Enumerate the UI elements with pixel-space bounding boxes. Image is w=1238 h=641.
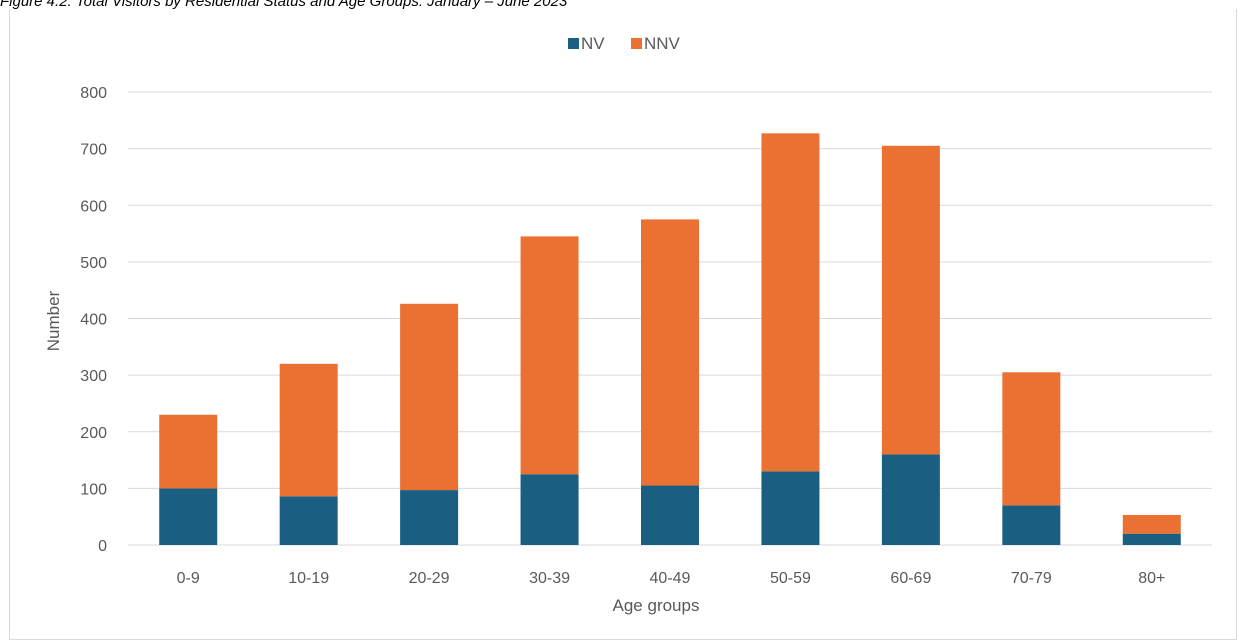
bar-nv-20-29 bbox=[400, 490, 459, 545]
y-tick-label: 700 bbox=[80, 142, 107, 159]
x-tick-labels: 0-9 10-19 20-29 30-39 40-49 50-59 60-69 70-79 80… bbox=[177, 570, 1166, 587]
legend: NV NNV bbox=[568, 34, 681, 53]
bar-nnv-70-79 bbox=[1002, 372, 1061, 506]
x-tick-label: 80+ bbox=[1138, 570, 1165, 587]
bar-nnv-50-59 bbox=[761, 133, 820, 472]
bar-nnv-0-9 bbox=[159, 414, 218, 489]
y-tick-labels: 0 100 200 300 400 500 600 700 800 bbox=[80, 85, 107, 555]
bar-nv-70-79 bbox=[1002, 505, 1061, 545]
bar-nnv-10-19 bbox=[279, 363, 338, 497]
bar-nv-50-59 bbox=[761, 471, 820, 545]
y-axis-title: Number bbox=[44, 290, 63, 351]
y-tick-label: 500 bbox=[80, 255, 107, 272]
x-tick-label: 70-79 bbox=[1011, 570, 1052, 587]
bar-nnv-20-29 bbox=[400, 303, 459, 491]
y-tick-label: 100 bbox=[80, 481, 107, 498]
bar-nnv-80+ bbox=[1122, 514, 1181, 534]
legend-label-nnv: NNV bbox=[644, 34, 681, 53]
bar-nv-10-19 bbox=[279, 496, 338, 545]
y-tick-label: 200 bbox=[80, 425, 107, 442]
y-tick-label: 400 bbox=[80, 312, 107, 329]
legend-label-nv: NV bbox=[581, 34, 605, 53]
x-tick-label: 40-49 bbox=[650, 570, 691, 587]
bar-nnv-30-39 bbox=[520, 236, 579, 475]
x-tick-label: 30-39 bbox=[529, 570, 570, 587]
bar-nv-30-39 bbox=[520, 474, 579, 545]
x-tick-label: 50-59 bbox=[770, 570, 811, 587]
y-tick-label: 800 bbox=[80, 85, 107, 102]
bar-nnv-60-69 bbox=[881, 145, 940, 455]
bar-nv-80+ bbox=[1122, 533, 1181, 545]
y-tick-label: 0 bbox=[98, 538, 107, 555]
y-tick-label: 600 bbox=[80, 198, 107, 215]
chart-frame bbox=[9, 9, 1237, 640]
legend-swatch-nv bbox=[568, 38, 579, 49]
y-tick-label: 300 bbox=[80, 368, 107, 385]
x-axis-title: Age groups bbox=[613, 596, 700, 615]
x-tick-label: 10-19 bbox=[288, 570, 329, 587]
bar-nv-0-9 bbox=[159, 488, 218, 545]
bar-nv-60-69 bbox=[881, 454, 940, 545]
figure-caption: Figure 4.2: Total Visitors by Residentia… bbox=[0, 0, 568, 10]
bars bbox=[159, 133, 1181, 545]
bar-nnv-40-49 bbox=[641, 219, 699, 486]
x-tick-label: 20-29 bbox=[409, 570, 450, 587]
x-tick-label: 60-69 bbox=[890, 570, 931, 587]
legend-swatch-nnv bbox=[631, 38, 642, 49]
x-tick-label: 0-9 bbox=[177, 570, 200, 587]
bar-nv-40-49 bbox=[641, 485, 699, 545]
